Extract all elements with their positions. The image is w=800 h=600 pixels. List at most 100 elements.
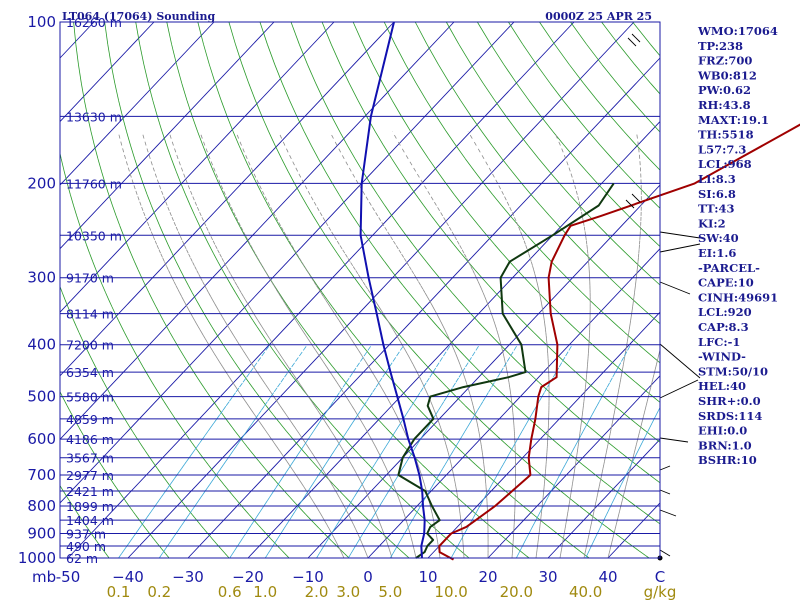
dry-adiabat-segment bbox=[627, 499, 633, 504]
dry-adiabat-segment bbox=[344, 438, 349, 444]
moist-adiabat-segment bbox=[386, 469, 389, 472]
dry-adiabat-segment bbox=[348, 82, 359, 101]
moist-adiabat-segment bbox=[419, 469, 421, 472]
dry-adiabat-segment bbox=[362, 514, 366, 518]
mixing-ratio-segment bbox=[235, 386, 240, 393]
dry-adiabat-segment bbox=[556, 442, 562, 448]
mixing-ratio-segment bbox=[392, 355, 397, 362]
mixing-ratio-segment bbox=[557, 474, 561, 479]
dry-adiabat-segment bbox=[130, 253, 135, 262]
moist-adiabat-segment bbox=[658, 353, 660, 357]
dry-adiabat-segment bbox=[460, 252, 469, 262]
moist-adiabat-segment bbox=[646, 398, 649, 402]
dry-adiabat-segment bbox=[441, 381, 448, 388]
dry-adiabat-segment bbox=[607, 235, 618, 245]
dry-adiabat-segment bbox=[357, 100, 367, 117]
dry-adiabat-segment bbox=[120, 493, 124, 498]
moist-adiabat-segment bbox=[327, 478, 330, 481]
moist-adiabat-segment bbox=[418, 466, 420, 469]
dry-adiabat-segment bbox=[159, 313, 164, 321]
moist-adiabat-segment bbox=[260, 422, 263, 426]
dry-adiabat-segment bbox=[369, 183, 378, 195]
dry-adiabat-segment bbox=[175, 493, 179, 498]
dry-adiabat-segment bbox=[501, 252, 510, 262]
moist-adiabat-segment bbox=[275, 444, 278, 447]
dry-adiabat-segment bbox=[73, 205, 78, 217]
moist-adiabat-segment bbox=[397, 495, 399, 498]
dry-adiabat-segment bbox=[149, 457, 153, 462]
mixing-ratio-segment bbox=[452, 382, 457, 388]
dry-adiabat-segment bbox=[601, 64, 618, 84]
isotherm-line bbox=[59, 21, 215, 186]
mixing-ratio-segment bbox=[271, 490, 275, 495]
dry-adiabat-segment bbox=[469, 508, 474, 513]
mixing-ratio-segment bbox=[473, 514, 476, 518]
moist-adiabat-segment bbox=[168, 131, 172, 139]
moist-adiabat-segment bbox=[276, 401, 279, 404]
dry-adiabat-segment bbox=[260, 332, 266, 340]
dry-adiabat-segment bbox=[500, 391, 506, 397]
dry-adiabat-segment bbox=[129, 426, 133, 432]
dry-adiabat-segment bbox=[169, 332, 174, 340]
dry-adiabat-segment bbox=[631, 100, 646, 117]
mixing-ratio-segment bbox=[521, 426, 525, 432]
mixing-ratio-segment bbox=[382, 371, 387, 378]
mixing-ratio-segment bbox=[589, 414, 593, 420]
mixing-ratio-segment bbox=[544, 499, 547, 504]
mixing-ratio-segment bbox=[601, 391, 605, 397]
moist-adiabat-segment bbox=[400, 252, 405, 258]
moist-adiabat-segment bbox=[339, 549, 341, 552]
mixing-ratio-segment bbox=[266, 553, 269, 556]
moist-adiabat-segment bbox=[333, 487, 336, 490]
dry-adiabat-segment bbox=[514, 405, 521, 411]
dry-adiabat-segment bbox=[235, 44, 243, 65]
dry-adiabat-segment bbox=[339, 131, 348, 146]
dry-adiabat-segment bbox=[278, 484, 282, 489]
moist-adiabat-segment bbox=[534, 273, 537, 278]
mixing-ratio-segment bbox=[479, 401, 484, 406]
mixing-ratio-segment bbox=[238, 438, 242, 444]
dry-adiabat-segment bbox=[290, 21, 300, 45]
mixing-ratio-segment bbox=[598, 528, 601, 532]
mixing-ratio-segment bbox=[446, 344, 452, 351]
mixing-ratio-segment bbox=[309, 484, 313, 489]
moist-adiabat-segment bbox=[394, 332, 398, 337]
mixing-ratio-segment bbox=[491, 382, 495, 388]
dry-adiabat-segment bbox=[617, 285, 626, 294]
moist-adiabat-segment bbox=[455, 353, 458, 357]
mixing-ratio-segment bbox=[549, 490, 552, 495]
dry-adiabat-segment bbox=[122, 116, 127, 132]
moist-adiabat-segment bbox=[212, 350, 215, 354]
moist-adiabat-segment bbox=[132, 183, 136, 190]
dry-adiabat-segment bbox=[296, 381, 302, 388]
dry-adiabat-segment bbox=[451, 391, 457, 397]
moist-adiabat-segment bbox=[179, 235, 183, 241]
mixing-ratio-segment bbox=[128, 540, 131, 544]
dry-adiabat-segment bbox=[486, 474, 492, 479]
mixing-ratio-segment bbox=[160, 553, 163, 556]
moist-adiabat-segment bbox=[261, 265, 265, 271]
moist-adiabat-segment bbox=[344, 252, 348, 258]
moist-adiabat-segment bbox=[245, 299, 248, 304]
dry-adiabat-segment bbox=[318, 225, 326, 236]
dry-adiabat-segment bbox=[382, 82, 393, 101]
moist-adiabat-segment bbox=[304, 391, 308, 395]
dry-adiabat-segment bbox=[418, 460, 423, 466]
dry-adiabat-segment bbox=[145, 527, 148, 532]
dry-adiabat-segment bbox=[311, 461, 316, 466]
moist-adiabat-segment bbox=[639, 429, 641, 432]
dry-adiabat-segment bbox=[375, 471, 380, 476]
moist-adiabat-segment bbox=[268, 434, 271, 438]
dry-adiabat-segment bbox=[288, 371, 294, 378]
mixing-ratio-segment bbox=[264, 401, 268, 407]
height-label: 3567 m bbox=[66, 451, 114, 466]
dry-adiabat-segment bbox=[405, 64, 417, 84]
moist-adiabat-segment bbox=[393, 410, 396, 413]
moist-adiabat-segment bbox=[426, 391, 428, 395]
mixing-ratio-segment bbox=[444, 461, 448, 465]
dry-adiabat-segment bbox=[348, 269, 355, 278]
mixing-ratio-segment bbox=[321, 414, 325, 420]
moist-adiabat-segment bbox=[125, 158, 128, 166]
index-entry: LI:8.3 bbox=[698, 172, 736, 186]
